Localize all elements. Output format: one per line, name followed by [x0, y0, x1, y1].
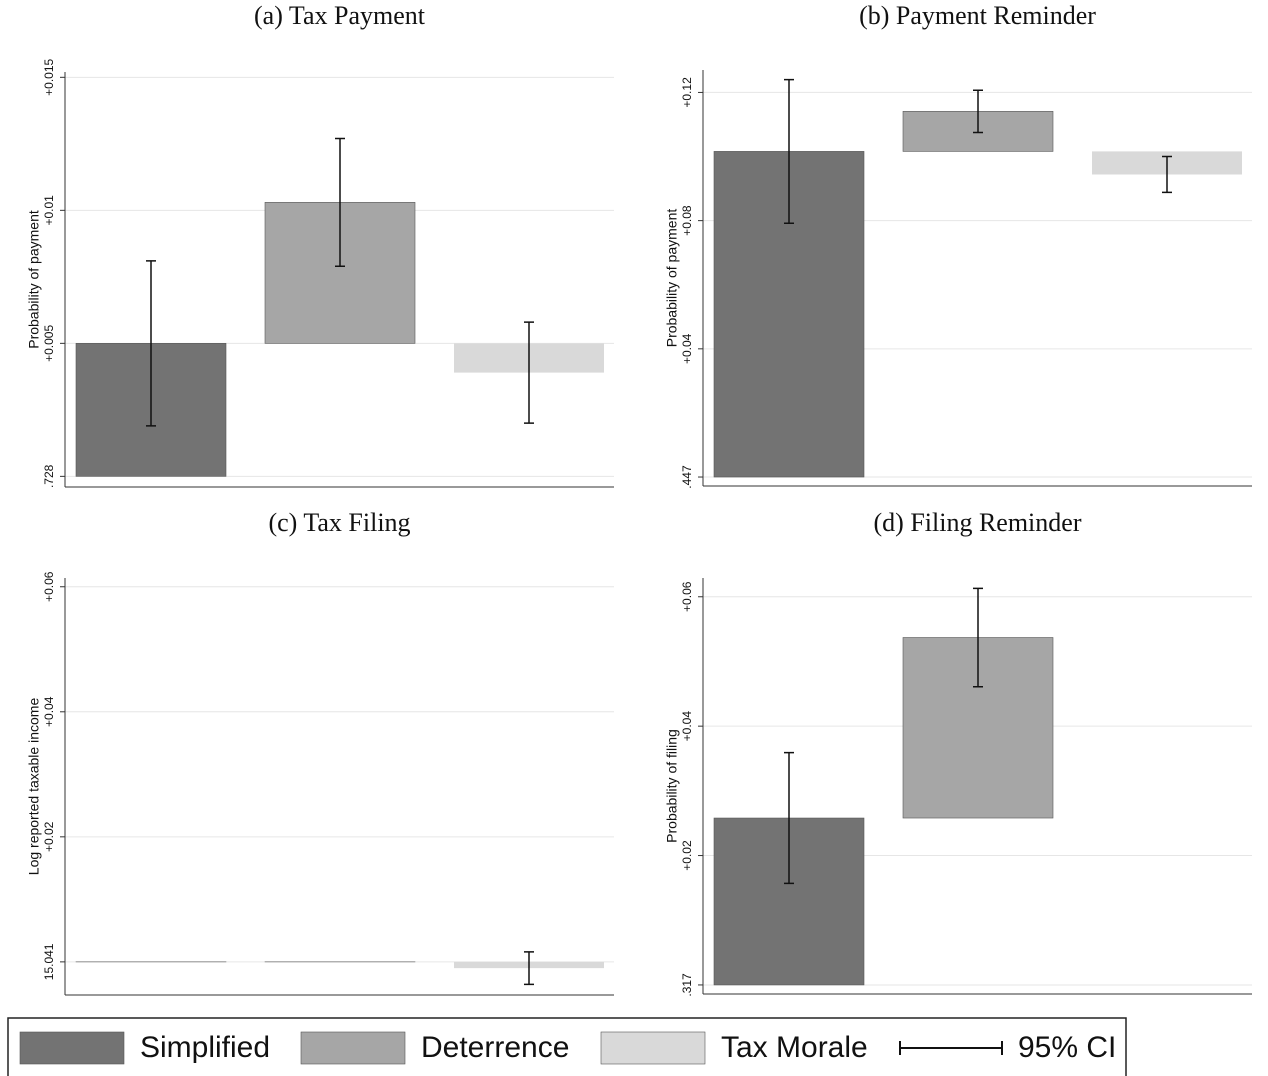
- legend-label: Tax Morale: [721, 1031, 868, 1064]
- legend-ci-label: 95% CI: [1018, 1031, 1116, 1064]
- y-tick-label: .728: [42, 464, 56, 488]
- error-bar: [524, 321, 534, 424]
- chart-title: (c) Tax Filing: [268, 508, 410, 537]
- y-tick-label: +0.02: [680, 840, 694, 871]
- y-tick-label: .447: [680, 465, 694, 489]
- legend-label: Deterrence: [421, 1031, 569, 1064]
- error-bar: [335, 137, 345, 267]
- y-tick-label: +0.06: [680, 581, 694, 612]
- y-tick-label: +0.04: [42, 696, 56, 727]
- error-bar: [1162, 155, 1172, 194]
- legend-swatch: [19, 1031, 125, 1065]
- legend-box: [7, 1017, 1127, 1076]
- error-bar: [524, 951, 534, 986]
- error-bar: [973, 587, 983, 688]
- error-bar: [784, 78, 794, 224]
- legend-swatch: [300, 1031, 406, 1065]
- error-bar: [784, 751, 794, 885]
- y-tick-label: +0.12: [680, 77, 694, 108]
- y-tick-label: +0.08: [680, 205, 694, 236]
- y-tick-label: +0.04: [680, 711, 694, 742]
- error-bar: [146, 260, 156, 427]
- chart-title: (d) Filing Reminder: [874, 508, 1082, 537]
- y-tick-label: +0.06: [42, 571, 56, 602]
- y-tick-label: .317: [680, 973, 694, 997]
- y-tick-label: +0.005: [42, 325, 56, 362]
- y-axis-label: Log reported taxable income: [26, 698, 42, 876]
- error-bar: [973, 89, 983, 134]
- y-tick-label: +0.02: [42, 821, 56, 852]
- legend-swatch: [600, 1031, 706, 1065]
- y-tick-label: +0.015: [42, 58, 56, 95]
- y-tick-label: +0.01: [42, 195, 56, 226]
- chart-title: (b) Payment Reminder: [859, 1, 1096, 30]
- legend-label: Simplified: [140, 1031, 270, 1064]
- chart-title: (a) Tax Payment: [254, 1, 426, 30]
- y-axis-label: Probability of payment: [664, 209, 680, 348]
- y-axis-label: Probability of filing: [664, 729, 680, 843]
- y-tick-label: +0.04: [680, 333, 694, 364]
- y-axis-label: Probability of payment: [26, 210, 42, 349]
- y-tick-label: 15.041: [42, 943, 56, 980]
